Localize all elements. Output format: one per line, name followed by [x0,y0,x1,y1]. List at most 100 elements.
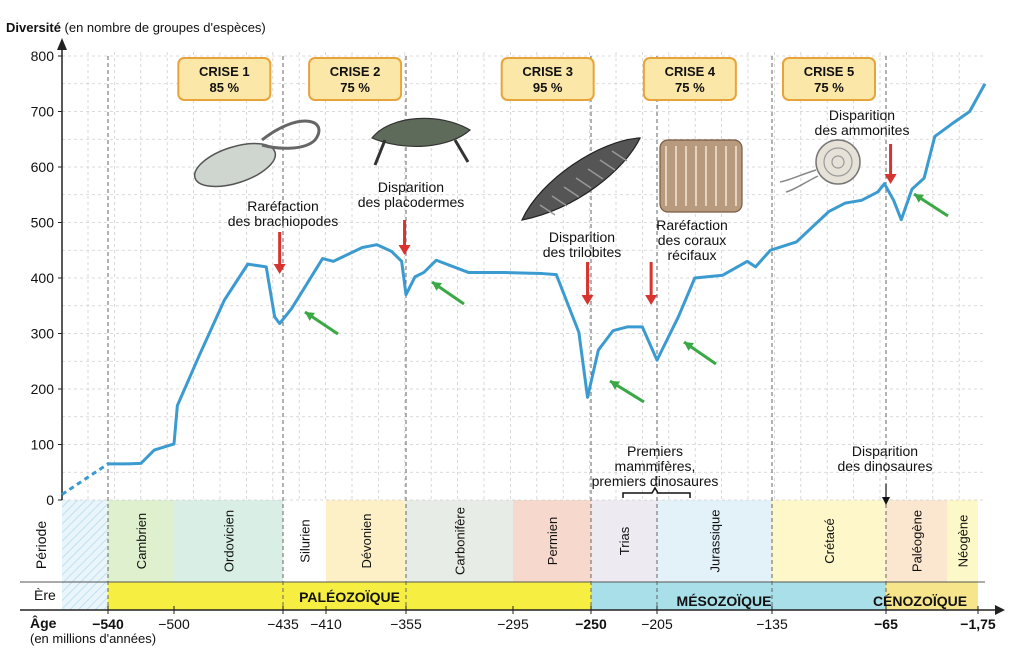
red-arrow-head [581,295,594,305]
period-band [326,500,406,582]
ammonite-tentacles-icon [779,169,819,193]
period-label: Paléogène [910,510,925,572]
period-band [591,500,657,582]
period-label: Dévonien [359,514,374,569]
pre-cambrian-band [62,500,108,610]
coral-icon [659,139,743,213]
trilobite-segment-icon [563,186,580,198]
era-band [108,582,591,610]
crisis-label: CRISE 1 [199,64,250,79]
era-label: MÉSOZOÏQUE [677,593,772,609]
period-label: Permien [545,517,560,565]
y-tick-label: 800 [31,48,55,64]
period-band [947,500,978,582]
y-tick-label: 200 [31,381,55,397]
era-axis-label: Ère [34,587,56,603]
period-label: Carbonifère [453,507,468,575]
y-tick-label: 100 [31,437,55,453]
x-axis-subtitle: (en millions d'années) [30,631,156,646]
green-arrow-head [684,342,694,351]
era-band [886,582,978,610]
x-tick-label: −410 [310,616,342,632]
period-band [513,500,591,582]
red-arrow-head [273,264,286,274]
placoderm-fins-icon [373,139,470,166]
crisis-box [642,57,737,101]
trilobite-segment-icon [539,204,556,216]
crisis-box [308,57,403,101]
ammonite-icon [815,139,861,185]
y-axis-title: Diversité (en nombre de groupes d'espèce… [6,20,266,35]
x-axis-title: Âge [30,614,57,631]
green-arrow-head [305,312,315,321]
green-arrow-head [914,194,924,203]
annotation-text: Disparition [378,179,444,195]
crisis-percent: 75 % [340,80,370,95]
crisis-box [177,57,272,101]
period-band [283,500,326,582]
annotation-text: récifaux [667,247,716,263]
period-band [657,500,772,582]
x-tick-label: −355 [390,616,422,632]
ammonite-core-icon [831,155,845,169]
era-label: CÉNOZOÏQUE [873,593,967,609]
annotation-text: Disparition [852,443,918,459]
period-label: Trias [617,526,632,555]
period-axis-label: Période [33,521,49,569]
x-tick-label: −250 [575,616,607,632]
x-tick-label: −135 [756,616,788,632]
ammonite-whorl-icon [823,147,853,177]
trilobite-segment-icon [551,195,568,207]
era-band [591,582,886,610]
y-tick-label: 600 [31,159,55,175]
red-arrow-head [884,174,897,184]
annotation-text: Raréfaction [656,217,728,233]
brachiopod-stalk-icon [261,119,321,150]
brace [622,486,691,498]
period-label: Ordovicien [222,510,237,572]
x-axis-arrow [995,605,1005,615]
period-label: Jurassique [708,510,723,573]
trilobite-segment-icon [599,159,616,171]
crisis-label: CRISE 3 [522,64,573,79]
annotation-text: des trilobites [543,244,622,260]
crisis-label: CRISE 5 [804,64,855,79]
period-label: Silurien [298,519,313,562]
x-tick-label: −205 [641,616,673,632]
crisis-percent: 75 % [675,80,705,95]
annotation-text: des ammonites [815,122,910,138]
y-tick-label: 400 [31,270,55,286]
annotation-text: Disparition [829,107,895,123]
period-band [108,500,174,582]
y-axis-arrow [57,38,67,50]
trilobite-segment-icon [587,168,604,180]
crisis-percent: 85 % [209,80,239,95]
green-arrow-head [610,381,620,390]
x-tick-label: −500 [158,616,190,632]
dinosaur-arrow-head [882,497,890,505]
placoderm-icon [371,117,472,147]
crisis-percent: 75 % [814,80,844,95]
y-tick-label: 700 [31,104,55,120]
x-tick-label: −540 [92,616,124,632]
x-tick-label: −435 [267,616,299,632]
annotation-text: Disparition [549,229,615,245]
crisis-percent: 95 % [533,80,563,95]
period-label: Néogène [956,515,971,568]
trilobite-icon [520,137,641,221]
x-tick-label: −1,75 [960,616,996,632]
crisis-label: CRISE 4 [665,64,716,79]
x-tick-label: −295 [497,616,529,632]
annotation-text: Raréfaction [247,198,319,214]
diversity-line [108,83,987,466]
crisis-label: CRISE 2 [330,64,381,79]
period-band [772,500,886,582]
brachiopod-icon [193,142,277,188]
annotation-text: des coraux [658,232,726,248]
diversity-line-dashed [61,462,109,496]
period-band [886,500,947,582]
y-tick-label: 500 [31,215,55,231]
annotation-text: des brachiopodes [228,213,339,229]
era-label: PALÉOZOÏQUE [299,589,400,605]
